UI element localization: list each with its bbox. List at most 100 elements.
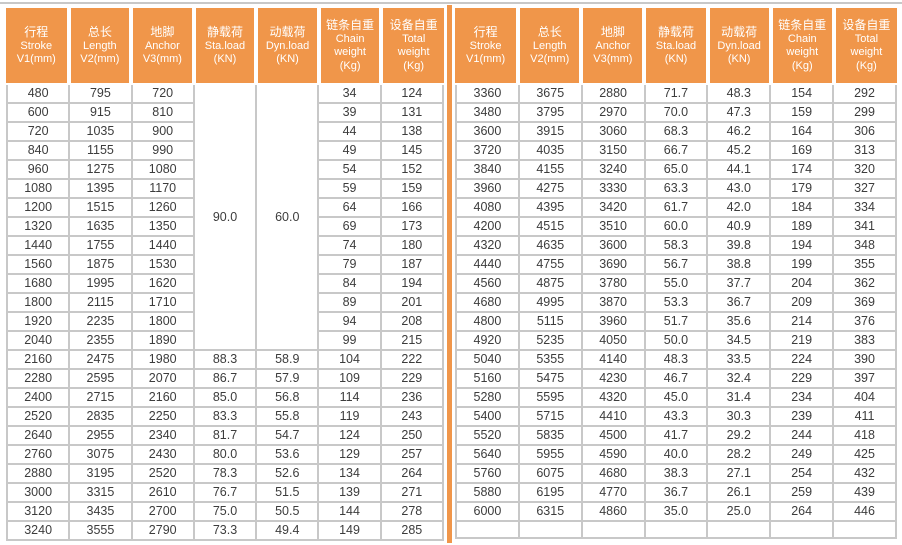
cell-stroke: 2880 — [5, 463, 71, 484]
header-line: Chain — [335, 32, 365, 45]
cell-anchor: 3060 — [580, 121, 646, 142]
header-line: (Kg) — [791, 59, 813, 72]
cell-dyn-load: 35.6 — [706, 311, 772, 332]
cell-total-weight: 418 — [832, 425, 897, 446]
column-header-length: 总长 Length V2(mm) — [516, 8, 582, 83]
cell-dyn-load: 56.8 — [255, 387, 320, 408]
header-line: 地脚 — [600, 24, 625, 39]
header-line: (KN) — [727, 53, 751, 65]
table-row: 4080 4395 3420 61.7 42.0 184 334 — [455, 197, 897, 218]
cell-chain-weight: 164 — [769, 121, 835, 142]
cell-anchor: 4860 — [580, 501, 646, 522]
cell-sta-load: 75.0 — [192, 501, 258, 522]
cell-stroke: 3240 — [5, 520, 71, 541]
cell-sta-load: 45.0 — [643, 387, 709, 408]
cell-dyn-load: 46.2 — [706, 121, 772, 142]
cell-chain-weight: 234 — [769, 387, 835, 408]
cell-length: 915 — [68, 102, 133, 123]
cell-anchor: 2520 — [130, 463, 195, 484]
table-row: 4200 4515 3510 60.0 40.9 189 341 — [455, 216, 897, 237]
cell-length: 4755 — [517, 254, 583, 275]
cell-stroke: 2520 — [5, 406, 71, 427]
cell-stroke: 1440 — [5, 235, 71, 256]
header-line: Anchor — [144, 39, 180, 52]
cell-sta-load: 65.0 — [643, 159, 709, 180]
cell-total-weight: 299 — [832, 102, 897, 123]
header-line: 行程 — [473, 24, 498, 39]
cell-chain-weight: 99 — [317, 330, 382, 351]
cell-stroke: 6000 — [455, 501, 520, 522]
cell-sta-load: 48.3 — [643, 349, 709, 370]
cell-stroke: 4560 — [455, 273, 520, 294]
cell-dyn-load: 48.3 — [706, 85, 772, 104]
cell-anchor: 3600 — [580, 235, 646, 256]
cell-length: 2835 — [68, 406, 133, 427]
cell-chain-weight: 174 — [769, 159, 835, 180]
table-row: 5280 5595 4320 45.0 31.4 234 404 — [455, 387, 897, 408]
cell-anchor: 1890 — [130, 330, 195, 351]
cell-chain-weight: 184 — [769, 197, 835, 218]
cell-chain-weight: 74 — [317, 235, 382, 256]
cell-dyn-load: 60.0 — [255, 85, 320, 351]
cell-dyn-load: 53.6 — [255, 444, 320, 465]
header-line: (Kg) — [339, 59, 361, 72]
cell-total-weight: 425 — [832, 444, 897, 465]
cell-total-weight: 383 — [832, 330, 897, 351]
cell-stroke: 5760 — [455, 463, 520, 484]
header-line: V2(mm) — [80, 53, 120, 65]
cell-sta-load: 90.0 — [192, 85, 258, 351]
cell-length: 1755 — [68, 235, 133, 256]
column-header-anchor: 地脚 Anchor V3(mm) — [579, 8, 645, 83]
cell-dyn-load: 31.4 — [706, 387, 772, 408]
cell-anchor: 2070 — [130, 368, 195, 389]
cell-length: 3315 — [68, 482, 133, 503]
cell-chain-weight: 49 — [317, 140, 382, 161]
cell-stroke: 4320 — [455, 235, 520, 256]
cell-sta-load: 80.0 — [192, 444, 258, 465]
table-row: 2880 3195 2520 78.3 52.6 134 264 — [5, 463, 445, 484]
table-row: 6000 6315 4860 35.0 25.0 264 446 — [455, 501, 897, 522]
column-header-stroke: 行程 Stroke V1(mm) — [455, 8, 519, 83]
table-row: 1800 2115 1710 89 201 — [5, 292, 445, 313]
cell-chain-weight: 94 — [317, 311, 382, 332]
cell-dyn-load: 52.6 — [255, 463, 320, 484]
cell-chain-weight: 89 — [317, 292, 382, 313]
cell-anchor: 3780 — [580, 273, 646, 294]
header-row: 行程 Stroke V1(mm) 总长 Length V2(mm) 地脚 Anchor V3(m… — [6, 8, 444, 83]
table-row: 3720 4035 3150 66.7 45.2 169 313 — [455, 140, 897, 161]
cell-total-weight: 159 — [379, 178, 445, 199]
header-line: Dyn.load — [717, 39, 761, 52]
table-row: 2280 2595 2070 86.7 57.9 109 229 — [5, 368, 445, 389]
table-row: 4920 5235 4050 50.0 34.5 219 383 — [455, 330, 897, 351]
cell-dyn-load: 32.4 — [706, 368, 772, 389]
cell-total-weight: 264 — [379, 463, 445, 484]
cell-chain-weight: 119 — [317, 406, 382, 427]
cell-anchor: 720 — [130, 85, 195, 104]
header-line: 动载荷 — [269, 24, 306, 39]
table-row: 3120 3435 2700 75.0 50.5 144 278 — [5, 501, 445, 522]
table-row: 4680 4995 3870 53.3 36.7 209 369 — [455, 292, 897, 313]
table-row: 1440 1755 1440 74 180 — [5, 235, 445, 256]
cell-total-weight: 432 — [832, 463, 897, 484]
cell-length: 3555 — [68, 520, 133, 541]
header-line: 地脚 — [150, 24, 175, 39]
cell-chain-weight: 104 — [317, 349, 382, 370]
cell-length: 2355 — [68, 330, 133, 351]
cell-sta-load: 46.7 — [643, 368, 709, 389]
column-header-dyn-load: 动载荷 Dyn.load (KN) — [705, 8, 771, 83]
cell-total-weight: 404 — [832, 387, 897, 408]
cell-anchor: 990 — [130, 140, 195, 161]
cell-chain-weight: 229 — [769, 368, 835, 389]
cell-sta-load: 55.0 — [643, 273, 709, 294]
cell-chain-weight: 79 — [317, 254, 382, 275]
cell-length: 5355 — [517, 349, 583, 370]
cell-total-weight: 271 — [379, 482, 445, 503]
cell-length: 5235 — [517, 330, 583, 351]
cell-sta-load: 76.7 — [192, 482, 258, 503]
cell-anchor: 1800 — [130, 311, 195, 332]
cell-sta-load: 35.0 — [643, 501, 709, 522]
header-line: weight — [786, 46, 819, 59]
cell-sta-load: 36.7 — [643, 482, 709, 503]
header-line: Stroke — [20, 39, 53, 52]
